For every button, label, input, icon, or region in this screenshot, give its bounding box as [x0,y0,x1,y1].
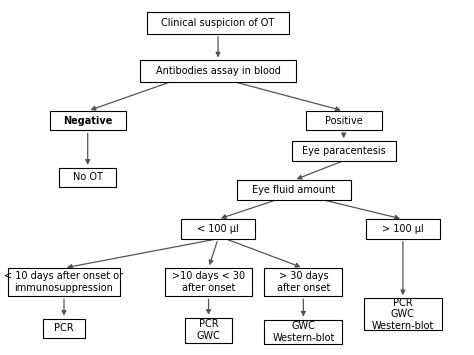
FancyBboxPatch shape [237,180,351,200]
Text: Clinical suspicion of OT: Clinical suspicion of OT [162,18,274,28]
FancyBboxPatch shape [9,268,119,296]
Text: No OT: No OT [73,173,103,182]
FancyBboxPatch shape [50,111,126,130]
FancyBboxPatch shape [366,219,439,239]
Text: PCR
GWC
Western-blot: PCR GWC Western-blot [372,297,434,331]
FancyBboxPatch shape [264,268,342,296]
Text: > 100 μl: > 100 μl [382,224,424,234]
FancyBboxPatch shape [43,319,85,338]
FancyBboxPatch shape [165,268,252,296]
Text: Negative: Negative [63,116,112,126]
Text: < 10 days after onset or
immunosuppression: < 10 days after onset or immunosuppressi… [4,272,124,293]
FancyBboxPatch shape [140,60,296,82]
FancyBboxPatch shape [147,12,289,34]
Text: GWC
Western-blot: GWC Western-blot [272,321,335,343]
Text: Eye paracentesis: Eye paracentesis [302,146,385,156]
FancyBboxPatch shape [185,318,232,343]
Text: < 100 μl: < 100 μl [197,224,239,234]
Text: PCR
GWC: PCR GWC [197,320,220,341]
FancyBboxPatch shape [59,168,116,187]
Text: Positive: Positive [325,116,363,126]
FancyBboxPatch shape [292,141,396,160]
Text: PCR: PCR [54,323,74,333]
Text: >10 days < 30
after onset: >10 days < 30 after onset [172,272,245,293]
FancyBboxPatch shape [181,219,255,239]
FancyBboxPatch shape [306,111,382,130]
Text: > 30 days
after onset: > 30 days after onset [277,272,330,293]
Text: Eye fluid amount: Eye fluid amount [252,185,336,195]
Text: Antibodies assay in blood: Antibodies assay in blood [155,66,281,76]
FancyBboxPatch shape [264,320,342,344]
FancyBboxPatch shape [364,298,442,330]
